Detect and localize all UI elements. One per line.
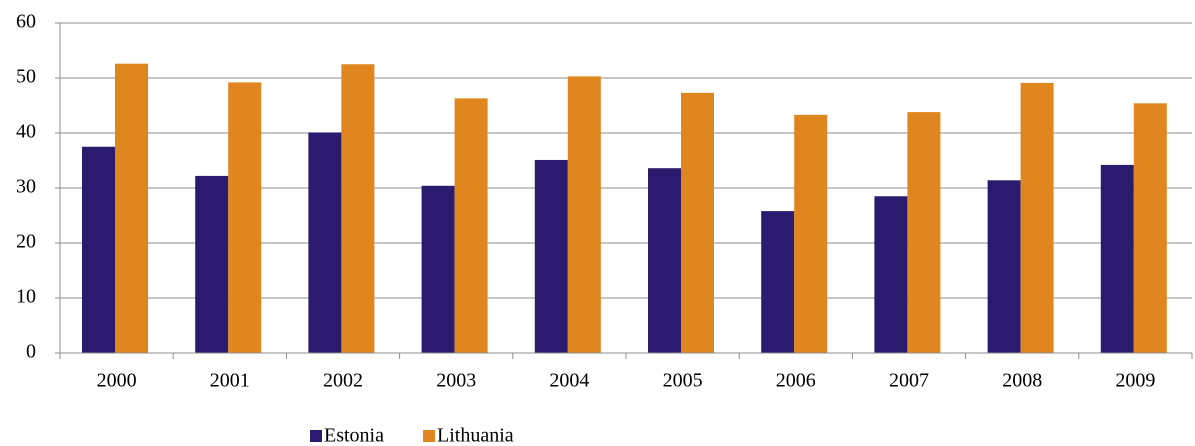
y-tick-label: 20 xyxy=(16,231,36,253)
legend-swatch xyxy=(423,430,435,442)
x-tick-label: 2005 xyxy=(663,370,703,392)
bar xyxy=(681,92,714,353)
y-tick-label: 30 xyxy=(16,176,36,198)
x-tick-label: 2003 xyxy=(436,370,476,392)
x-tick-label: 2000 xyxy=(97,370,137,392)
bar xyxy=(454,98,488,353)
y-tick-label: 40 xyxy=(16,121,36,143)
bar xyxy=(115,63,148,353)
bar xyxy=(761,211,795,353)
y-tick-label: 50 xyxy=(16,66,36,88)
bar xyxy=(907,112,941,353)
x-tick-label: 2008 xyxy=(1002,370,1042,392)
x-tick-label: 2006 xyxy=(776,370,816,392)
bar xyxy=(228,82,262,354)
bar xyxy=(567,76,601,353)
bar xyxy=(308,132,342,353)
x-tick-label: 2004 xyxy=(549,370,589,392)
bar xyxy=(195,175,229,353)
bar xyxy=(1020,82,1054,353)
legend-swatch xyxy=(310,430,322,442)
x-tick-label: 2002 xyxy=(323,370,363,392)
bar xyxy=(794,114,828,353)
bar xyxy=(648,168,681,353)
bar xyxy=(421,185,455,353)
bar xyxy=(1100,164,1134,353)
bar xyxy=(534,159,568,353)
bar xyxy=(1133,103,1167,353)
bar xyxy=(874,196,908,353)
bar xyxy=(341,64,375,353)
y-tick-label: 60 xyxy=(16,11,36,33)
bar xyxy=(82,146,115,353)
bar xyxy=(987,180,1021,353)
legend-label: Estonia xyxy=(324,425,384,446)
legend-label: Lithuania xyxy=(437,425,514,446)
x-tick-label: 2007 xyxy=(889,370,929,392)
x-tick-label: 2009 xyxy=(1115,370,1155,392)
y-tick-label: 10 xyxy=(16,286,36,308)
x-tick-label: 2001 xyxy=(210,370,250,392)
y-tick-label: 0 xyxy=(26,341,36,363)
